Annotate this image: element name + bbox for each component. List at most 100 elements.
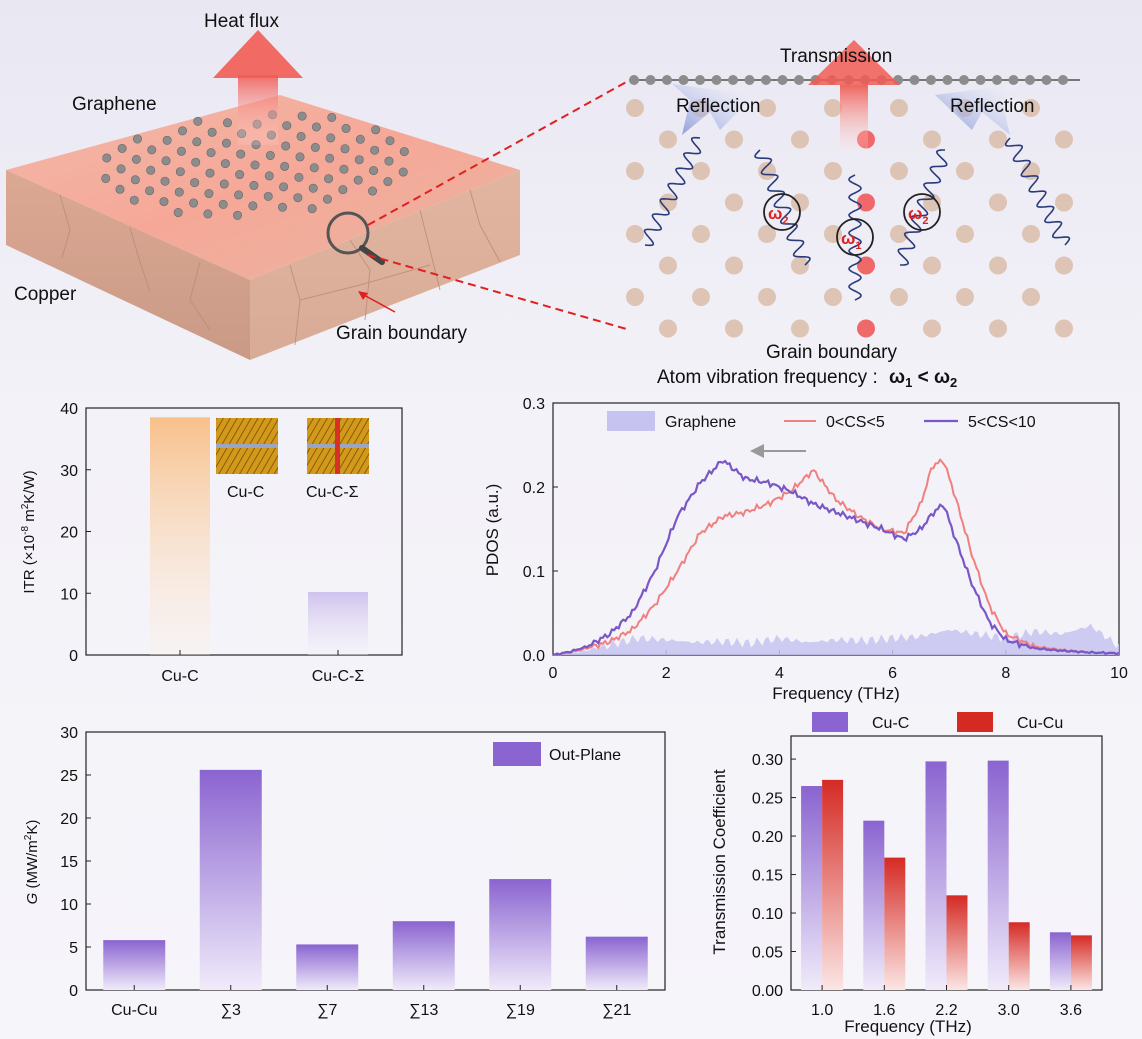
itr-y-tick-label: 20 (60, 525, 78, 542)
tc-y-tick-label: 0.20 (752, 829, 783, 846)
graphene-atom (398, 167, 408, 177)
graphene-atom (175, 167, 185, 177)
tc-bar-cu-c (987, 760, 1009, 990)
graphene-atom (295, 152, 305, 162)
wave-center (848, 174, 862, 301)
graphene-atom (354, 155, 364, 165)
graphene-atom (369, 166, 379, 176)
itr-y-tick-label: 0 (69, 648, 78, 665)
graphene-atom (263, 191, 273, 201)
itr-inset-label-cu-c-sigma: Cu-C-Σ (306, 484, 359, 501)
copper-atom (1055, 256, 1073, 275)
graphene-chain-atom (629, 75, 639, 85)
tc-bar-cu-c (801, 786, 823, 990)
tc-y-tick-label: 0.05 (752, 945, 783, 962)
pdos-legend-cs10: 5<CS<10 (968, 414, 1036, 431)
pdos-y-tick-label: 0.0 (523, 648, 545, 665)
omega2-circle-left (763, 193, 801, 231)
transmission-chart: 0.00 0.05 0.10 0.15 0.20 0.25 0.30 1.0 1.6 2.2 3.… (710, 712, 1103, 1036)
graphene-atom (368, 186, 378, 196)
graphene-chain-atom (662, 75, 672, 85)
wave-left-outer (643, 136, 702, 247)
graphene-copper-schematic: Heat flux Graphene Copper Grain boundary (6, 11, 631, 360)
tc-bar-cu-cu (1070, 935, 1092, 990)
copper-atom (659, 256, 677, 275)
graphene-atom (279, 182, 289, 192)
graphene-chain-atom (992, 75, 1002, 85)
transmission-arrow-head (808, 40, 900, 85)
copper-atom (956, 162, 974, 180)
tc-x-axis-label: Frequency (THz) (844, 1017, 972, 1036)
copper-atom (923, 193, 941, 212)
grain-boundary-atom (857, 256, 875, 275)
copper-atom (989, 193, 1007, 212)
tc-y-tick-label: 0.10 (752, 906, 783, 923)
copper-atom (791, 130, 809, 149)
g-legend-swatch (493, 742, 541, 766)
graphene-chain-atom (744, 75, 755, 85)
graphene-chain-atom (728, 75, 738, 85)
copper-atom (692, 288, 710, 306)
itr-y-tick-label: 30 (60, 463, 78, 480)
graphene-chain-atom (645, 75, 656, 85)
tc-ticks: 0.00 0.05 0.10 0.15 0.20 0.25 0.30 (752, 752, 796, 1000)
reflection-label-left: Reflection (676, 96, 761, 117)
pdos-0-cs-5-line (552, 458, 1120, 657)
pdos-x-tick-label: 2 (662, 665, 671, 682)
g-bar (392, 921, 455, 990)
pdos-x-tick-label: 10 (1110, 665, 1128, 682)
graphene-atom (371, 125, 381, 135)
g-bar (585, 936, 648, 990)
copper-atom (989, 319, 1007, 338)
grain-boundary-pointer-head (358, 291, 368, 300)
tc-bar-cu-cu (946, 895, 968, 990)
tc-bar-cu-cu (1008, 922, 1030, 990)
reflection-label-right: Reflection (950, 96, 1035, 117)
pdos-y-tick-label: 0.3 (523, 396, 545, 413)
graphene-atom (203, 209, 213, 219)
graphene-atom (222, 118, 232, 128)
g-y-tick-label: 25 (60, 768, 78, 785)
zoom-line-bottom (367, 254, 631, 331)
copper-atom (758, 99, 776, 117)
g-x-tick-label: Cu-Cu (111, 1002, 157, 1019)
pdos-legend-cs5: 0<CS<5 (826, 414, 885, 431)
omega1-label: ω1 (841, 229, 862, 252)
itr-inset-cu-c-sigma (307, 418, 369, 474)
copper-atom (956, 288, 974, 306)
copper-atom (626, 288, 644, 306)
graphene-atom (235, 170, 245, 180)
g-x-tick-label: ∑19 (506, 1002, 535, 1019)
itr-y-tick-label: 10 (60, 586, 78, 603)
g-x-tick-label: ∑21 (602, 1002, 631, 1019)
graphene-atom (339, 164, 349, 174)
g-y-tick-label: 20 (60, 811, 78, 828)
g-bar (296, 944, 359, 990)
copper-atom (692, 225, 710, 243)
reflection-arrow-left (672, 84, 755, 135)
graphene-atom (385, 136, 395, 146)
pdos-x-tick-label: 8 (1001, 665, 1010, 682)
magnifier-lens (326, 211, 370, 255)
graphene-atom (192, 137, 202, 147)
tc-y-tick-label: 0.30 (752, 752, 783, 769)
copper-atom (758, 225, 776, 243)
wave-left-inner (754, 149, 811, 266)
graphene-atom (297, 111, 307, 121)
graphene-chain-atom (1025, 75, 1035, 85)
graphene-atom (249, 180, 259, 190)
itr-y-tick-label: 40 (60, 401, 78, 418)
atom-lattice-schematic: ω2 ω1 ω2 Transmission Reflection Reflect… (626, 40, 1080, 390)
inset-cu-c-bottom-layer (216, 448, 278, 474)
itr-chart: 0 10 20 30 40 Cu-C Cu-C-Σ Cu-C Cu-C-Σ ITR (×1… (20, 401, 403, 685)
graphene-atom (309, 163, 319, 173)
copper-atom (725, 193, 743, 212)
grain-boundary-atom (857, 319, 875, 338)
graphene-atom (160, 176, 170, 186)
graphene-atom (323, 194, 333, 204)
copper-atom (725, 319, 743, 338)
pdos-plot-frame (552, 402, 1120, 656)
pdos-y-tick-label: 0.1 (523, 564, 545, 581)
itr-bars: Cu-C Cu-C-Σ (150, 417, 368, 685)
graphene-atom (236, 149, 246, 159)
